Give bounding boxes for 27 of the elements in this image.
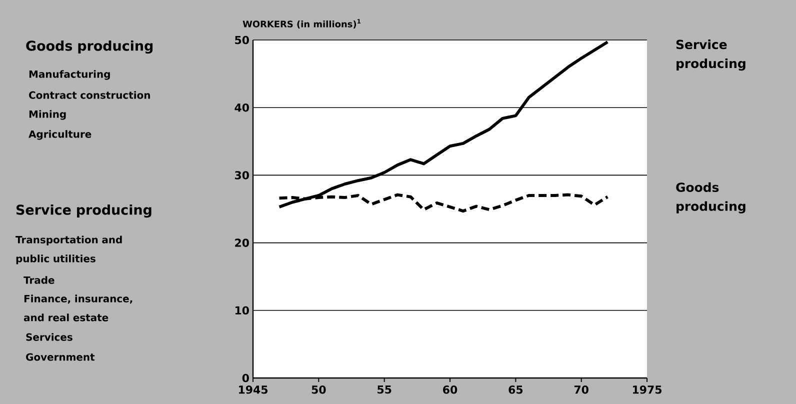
text: Finance, insurance, and real estate [24, 294, 132, 322]
x-tick-label: 1975 [632, 386, 662, 394]
text: Mining [29, 110, 66, 120]
text: Trade [24, 276, 54, 284]
y-tick-label: 50 [235, 36, 249, 44]
y-tick-label: 0 [242, 374, 249, 382]
x-tick-label: 1945 [238, 386, 268, 394]
x-tick-label: 70 [574, 386, 588, 394]
text: Goods producing [26, 40, 153, 54]
text: Manufacturing [29, 70, 110, 80]
text: Government [26, 353, 95, 361]
x-tick-label: 65 [508, 386, 523, 394]
text: Agriculture [28, 130, 92, 140]
text: Goods producing [676, 182, 746, 214]
text: Contract construction [29, 91, 150, 99]
text: Service producing [16, 204, 152, 218]
text: Service producing [676, 40, 746, 71]
x-tick-label: 55 [378, 386, 392, 394]
y-tick-label: 20 [235, 238, 249, 247]
y-tick-label: 30 [234, 171, 249, 180]
x-tick-label: 60 [443, 386, 458, 394]
y-axis-title: WORKERS (in millions)$^{1}$ [242, 19, 361, 28]
text: Transportation and public utilities [16, 236, 122, 264]
x-tick-label: 50 [312, 386, 326, 394]
text: Services [26, 333, 72, 341]
y-tick-label: 40 [234, 103, 249, 112]
y-tick-label: 10 [235, 306, 249, 315]
